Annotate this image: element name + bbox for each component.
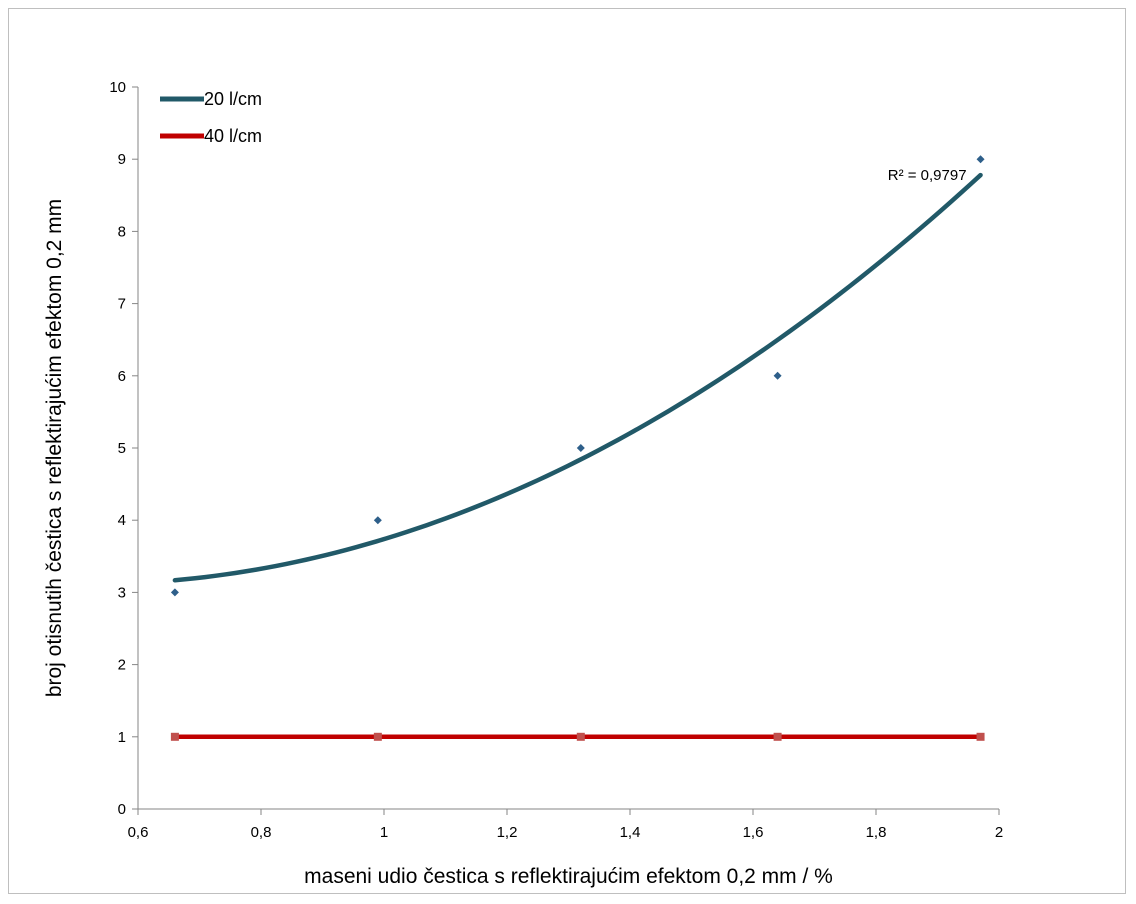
y-tick-label: 5: [118, 440, 126, 457]
y-tick-label: 6: [118, 368, 126, 385]
axes: [132, 86, 1000, 815]
tick-labels: 0 1 2 3 4 5 6 7 8 9 10 0,6 0,8 1 1,2 1,4 1,6 1,8 2: [109, 79, 1003, 841]
legend: 20 l/cm 40 l/cm: [160, 89, 262, 146]
y-tick-label: 0: [118, 801, 126, 818]
y-tick-label: 3: [118, 584, 126, 601]
point-40-l-cm: [373, 732, 382, 741]
x-tick-label: 1,2: [497, 824, 518, 841]
point-20-l-cm: [773, 371, 782, 380]
y-tick-label: 8: [118, 223, 126, 240]
point-40-l-cm: [976, 732, 985, 741]
point-20-l-cm: [170, 588, 179, 597]
point-40-l-cm: [576, 732, 585, 741]
trendlines: [172, 172, 983, 583]
legend-label-20-l-cm: 20 l/cm: [204, 89, 262, 109]
y-tick-label: 7: [118, 296, 126, 313]
y-tick-label: 10: [109, 79, 126, 96]
x-tick-label: 0,6: [128, 824, 149, 841]
y-tick-label: 4: [118, 512, 126, 529]
r-squared-label: R² = 0,9797: [888, 167, 967, 184]
trendline-20-l-cm: [172, 172, 983, 583]
x-tick-label: 1,6: [743, 824, 764, 841]
y-tick-label: 9: [118, 151, 126, 168]
x-axis-title: maseni udio čestica s reflektirajućim ef…: [304, 865, 833, 888]
y-tick-label: 1: [118, 729, 126, 746]
x-tick-label: 0,8: [251, 824, 272, 841]
x-tick-label: 1,8: [866, 824, 887, 841]
point-40-l-cm: [170, 732, 179, 741]
x-tick-label: 1: [380, 824, 388, 841]
chart-frame: 0 1 2 3 4 5 6 7 8 9 10 0,6 0,8 1 1,2 1,4 1,6 1,8 2 20 l/cm…: [8, 8, 1126, 894]
legend-label-40-l-cm: 40 l/cm: [204, 126, 262, 146]
x-tick-label: 1,4: [620, 824, 641, 841]
chart-svg: 0 1 2 3 4 5 6 7 8 9 10 0,6 0,8 1 1,2 1,4 1,6 1,8 2 20 l/cm…: [43, 79, 1003, 888]
point-40-l-cm: [773, 732, 782, 741]
point-20-l-cm: [576, 444, 585, 452]
point-20-l-cm: [976, 155, 985, 164]
y-axis-title: broj otisnutih čestica s reflektirajućim…: [43, 199, 66, 697]
point-20-l-cm: [373, 516, 382, 525]
y-tick-label: 2: [118, 657, 126, 674]
x-tick-label: 2: [995, 824, 1003, 841]
data-points: [170, 155, 985, 741]
